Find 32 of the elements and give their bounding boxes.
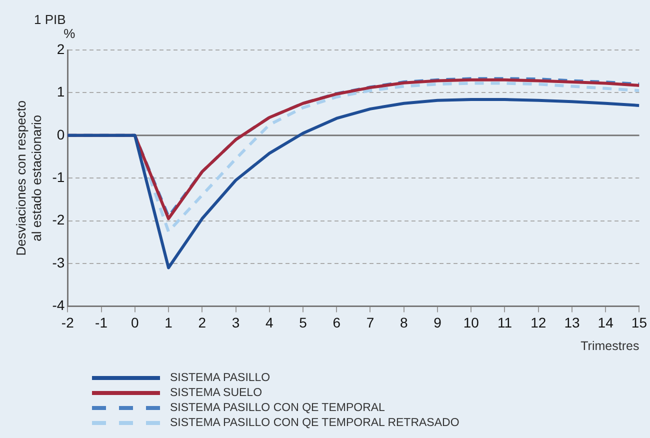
legend-label: SISTEMA PASILLO CON QE TEMPORAL xyxy=(170,402,385,414)
x-axis-title: Trimestres xyxy=(580,338,640,353)
text: % xyxy=(64,26,76,41)
y-tick-label: 1 xyxy=(56,84,65,100)
x-tick-label: 11 xyxy=(497,314,512,330)
x-tick-label: 13 xyxy=(564,314,580,330)
y-tick-label: 2 xyxy=(56,40,65,57)
x-tick-label: 10 xyxy=(463,314,480,330)
x-tick-label: 0 xyxy=(130,314,139,330)
x-tick-label: 14 xyxy=(598,314,614,330)
x-tick-label: 4 xyxy=(265,314,274,330)
x-tick-label: 7 xyxy=(366,314,374,330)
legend-label: SISTEMA PASILLO xyxy=(170,372,270,384)
x-tick-label: 8 xyxy=(400,314,408,330)
x-tick-label: 6 xyxy=(332,314,341,330)
y-tick-label: -4 xyxy=(52,297,65,314)
y-tick-label: 0 xyxy=(56,126,65,142)
x-tick-label: 5 xyxy=(299,314,308,330)
y-tick-label: -1 xyxy=(52,168,65,185)
y-axis-title: Desviaciones con respecto al estado estacionario xyxy=(13,100,44,256)
x-tick-label: 1 xyxy=(164,314,173,330)
x-tick-label: 3 xyxy=(232,314,240,330)
chart-title: 1 PIB xyxy=(34,12,66,27)
x-tick-label: 2 xyxy=(198,314,206,330)
legend-label: SISTEMA SUELO xyxy=(170,386,262,398)
x-tick-label: -1 xyxy=(95,314,108,330)
y-tick-label: -2 xyxy=(52,212,65,228)
y-tick-label: -3 xyxy=(52,254,65,270)
x-tick-label: 15 xyxy=(631,314,648,330)
x-tick-label: 12 xyxy=(530,314,546,330)
x-tick-label: 9 xyxy=(434,314,442,330)
legend-label: SISTEMA PASILLO CON QE TEMPORAL RETRASADO xyxy=(170,416,460,428)
